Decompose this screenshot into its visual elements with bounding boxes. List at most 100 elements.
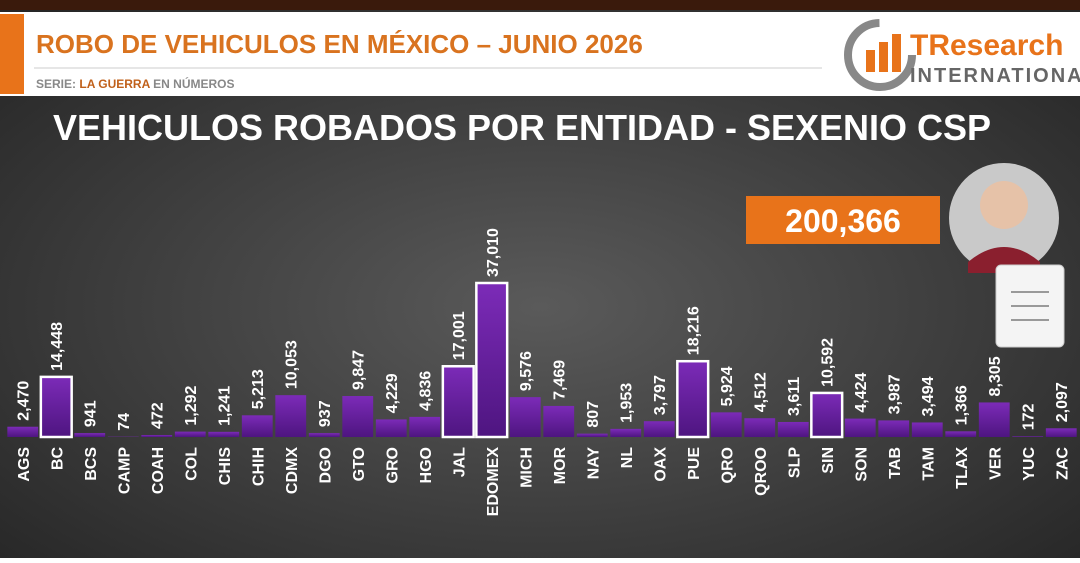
value-label: 2,470 (16, 381, 33, 421)
bar (543, 406, 574, 437)
x-tick-label: COAH (150, 447, 167, 494)
value-label: 10,592 (820, 338, 837, 387)
bar (845, 419, 876, 437)
value-label: 3,987 (887, 374, 904, 414)
bar (744, 418, 775, 437)
value-label: 3,611 (786, 377, 803, 416)
series-suffix: EN NÚMEROS (153, 76, 234, 91)
value-label: 807 (585, 401, 602, 428)
series-prefix: SERIE: (36, 77, 76, 91)
value-label: 1,366 (954, 385, 971, 425)
bar (610, 429, 641, 437)
chart-title: VEHICULOS ROBADOS POR ENTIDAD - SEXENIO … (53, 107, 991, 148)
value-label: 9,847 (351, 350, 368, 390)
bar (878, 420, 909, 437)
value-label: 7,469 (552, 360, 569, 400)
x-tick-label: MICH (518, 447, 535, 488)
bar (175, 432, 206, 437)
value-label: 4,836 (418, 371, 435, 411)
logo-sub: INTERNATIONAL (910, 65, 1080, 87)
x-tick-label: YUC (1021, 447, 1038, 481)
header-title: ROBO DE VEHICULOS EN MÉXICO – JUNIO 2026 (36, 29, 643, 59)
logo-bar (892, 34, 901, 72)
x-tick-label: CHIS (217, 447, 234, 486)
bar (577, 434, 608, 437)
x-tick-label: AGS (16, 447, 33, 482)
bar (476, 283, 507, 437)
x-tick-label: CHIH (250, 447, 267, 486)
value-label: 18,216 (686, 306, 703, 355)
bar (141, 435, 172, 437)
value-label: 74 (116, 413, 133, 431)
x-tick-label: CAMP (116, 447, 133, 494)
bar (342, 396, 373, 437)
x-tick-label: TAB (887, 447, 904, 479)
x-tick-label: PUE (686, 447, 703, 480)
x-tick-label: QRO (719, 447, 736, 483)
value-label: 4,424 (853, 372, 870, 412)
bar (74, 433, 105, 437)
x-tick-label: GRO (384, 447, 401, 483)
bar (41, 377, 72, 437)
value-label: 5,213 (250, 369, 267, 409)
x-tick-label: HGO (418, 447, 435, 483)
bar (711, 412, 742, 437)
bar (1012, 436, 1043, 437)
x-tick-label: CDMX (284, 447, 301, 494)
value-label: 8,305 (987, 356, 1004, 396)
portrait-face (980, 181, 1028, 229)
total-value: 200,366 (785, 203, 901, 239)
bar (644, 421, 675, 437)
value-label: 5,924 (719, 366, 736, 406)
value-label: 1,953 (619, 383, 636, 423)
value-label: 10,053 (284, 340, 301, 389)
bar (242, 415, 273, 437)
x-tick-label: EDOMEX (485, 447, 502, 517)
value-label: 172 (1021, 403, 1038, 430)
bar (979, 402, 1010, 437)
bar (912, 422, 943, 437)
value-label: 937 (317, 400, 334, 427)
x-tick-label: JAL (451, 447, 468, 477)
bar (409, 417, 440, 437)
bar (510, 397, 541, 437)
x-tick-label: OAX (652, 447, 669, 482)
x-tick-label: GTO (351, 447, 368, 481)
value-label: 37,010 (485, 228, 502, 277)
value-label: 4,512 (753, 372, 770, 412)
bar (208, 432, 239, 437)
x-tick-label: MOR (552, 447, 569, 485)
bar (443, 366, 474, 437)
x-tick-label: QROO (753, 447, 770, 496)
x-tick-label: NL (619, 447, 636, 469)
x-tick-label: ZAC (1054, 447, 1071, 480)
x-tick-label: SIN (820, 447, 837, 474)
value-label: 4,229 (384, 373, 401, 413)
bar (1046, 428, 1077, 437)
logo-bar (866, 50, 875, 72)
bar (376, 419, 407, 437)
value-label: 3,797 (652, 375, 669, 415)
x-tick-label: TAM (920, 447, 937, 480)
bar (811, 393, 842, 437)
x-tick-label: TLAX (954, 447, 971, 489)
value-label: 1,241 (217, 386, 234, 426)
header-series: SERIE: LA GUERRA EN NÚMEROS (36, 76, 235, 91)
x-tick-label: DGO (317, 447, 334, 483)
header-accent (0, 14, 24, 94)
x-tick-label: NAY (585, 447, 602, 480)
bar (778, 422, 809, 437)
bar (677, 361, 708, 437)
bar (275, 395, 306, 437)
logo-bar (879, 42, 888, 72)
value-label: 14,448 (49, 322, 66, 371)
menu-button[interactable] (996, 265, 1064, 347)
value-label: 3,494 (920, 376, 937, 416)
x-tick-label: BCS (83, 447, 100, 481)
value-label: 9,576 (518, 351, 535, 391)
value-label: 1,292 (183, 385, 200, 425)
top-strip (0, 0, 1080, 10)
logo-main: TResearch (910, 29, 1063, 62)
